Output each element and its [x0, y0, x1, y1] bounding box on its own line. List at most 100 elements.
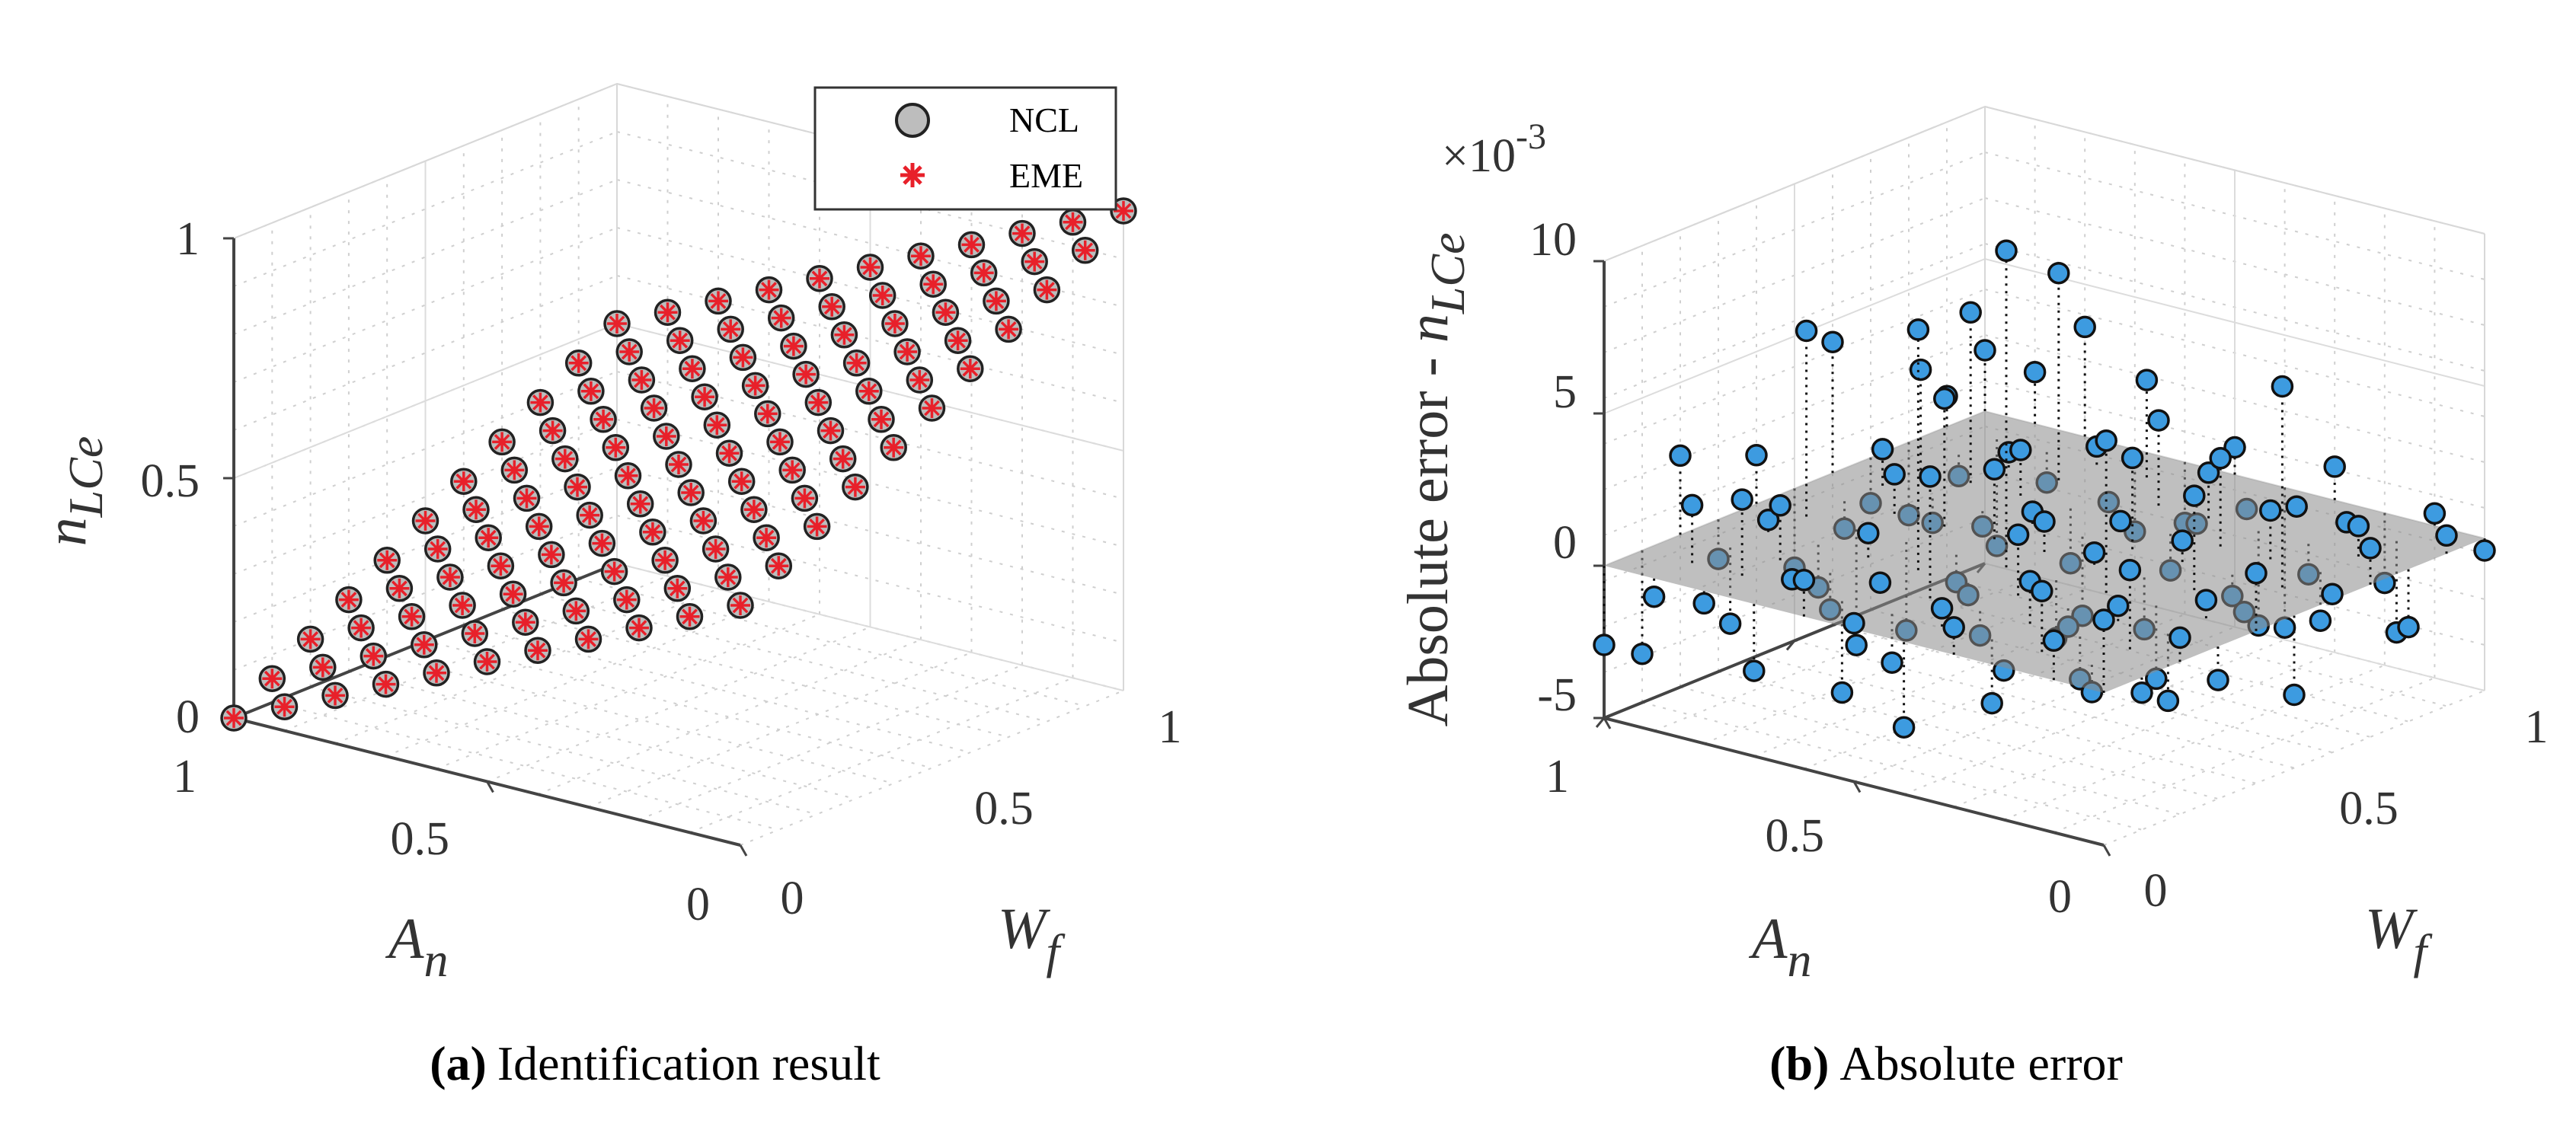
eme-point [833, 448, 853, 469]
error-point [1883, 463, 1906, 486]
eme-point [948, 330, 968, 351]
eme-point [682, 359, 702, 379]
grid-line [616, 179, 1124, 308]
b-z-tick-0: 0 [1553, 517, 1577, 569]
eme-point [960, 359, 980, 379]
eme-point [986, 291, 1006, 311]
error-point [1980, 691, 2003, 715]
eme-point [607, 314, 627, 334]
eme-point [922, 398, 942, 418]
eme-point [515, 612, 535, 633]
eme-point [453, 471, 474, 492]
eme-point [1063, 212, 1083, 232]
eme-point [845, 477, 865, 497]
eme-point [721, 319, 741, 340]
grid-line [1603, 105, 2485, 262]
grid-line [348, 671, 856, 800]
eme-point [884, 437, 904, 458]
error-point [2283, 683, 2306, 707]
grid-line [310, 686, 817, 815]
error-point [2092, 608, 2115, 631]
grid-line [616, 131, 1124, 260]
error-point [2245, 562, 2268, 585]
error-point [2207, 669, 2229, 691]
error-point [1930, 597, 1954, 620]
error-point [2073, 315, 2096, 339]
error-point [2209, 447, 2232, 470]
error-point [2082, 541, 2106, 564]
eme-point [656, 426, 676, 446]
error-point [1692, 592, 1715, 615]
error-point [1731, 488, 1753, 511]
error-point [1995, 239, 2018, 263]
grid-line [540, 593, 1047, 723]
b-z-axis-label: Absolute error - nLCe [1396, 232, 1475, 726]
error-point [2023, 360, 2047, 384]
eme-point [759, 279, 779, 300]
error-point [2047, 261, 2070, 285]
eme-point [681, 483, 702, 503]
grid-line [1680, 686, 2181, 815]
eme-point [325, 685, 345, 706]
svg-text:Absolute error - nLCe: Absolute error - nLCe [1396, 232, 1475, 726]
eme-point [810, 268, 829, 289]
grid-line [616, 275, 1124, 404]
error-point [1843, 611, 1865, 635]
x-tick-mark [486, 780, 494, 793]
eme-point [593, 409, 614, 429]
error-point [2156, 689, 2180, 713]
eme-point [757, 404, 778, 424]
eme-point [504, 460, 525, 480]
eme-point [961, 235, 982, 255]
b-z-tick-5: 5 [1553, 366, 1577, 418]
eme-point [427, 662, 446, 683]
grid-line [2053, 677, 2435, 834]
eme-point [911, 246, 931, 266]
a-x-tick-05: 0.5 [974, 783, 1034, 835]
eme-point [719, 443, 740, 464]
eme-point [452, 595, 473, 615]
grid-line [386, 655, 894, 784]
eme-point [629, 618, 649, 638]
y-tick-mark [1595, 717, 1606, 728]
eme-point [695, 387, 715, 407]
legend-ncl-label: NCL [1009, 101, 1079, 139]
eme-point [529, 516, 549, 537]
eme-point [770, 432, 790, 452]
error-point [2423, 502, 2447, 525]
eme-point [554, 573, 574, 593]
eme-point [644, 398, 664, 418]
b-z-tick-m5: -5 [1537, 669, 1577, 721]
eme-point [389, 578, 410, 598]
eme-point [872, 286, 893, 305]
eme-point [1037, 279, 1057, 300]
eme-point [631, 370, 652, 390]
eme-point [568, 353, 589, 373]
eme-point [655, 550, 676, 570]
eme-point [503, 584, 523, 605]
eme-point [224, 708, 244, 728]
eme-point [693, 511, 714, 531]
eme-point [516, 488, 537, 509]
eme-point [618, 465, 638, 486]
eme-point [909, 370, 930, 390]
eme-point [338, 589, 359, 610]
error-point [1933, 387, 1956, 410]
error-point [2118, 558, 2142, 582]
eme-point [667, 578, 688, 598]
box-edge [1984, 106, 2485, 235]
error-point [2285, 495, 2308, 518]
error-point [2121, 446, 2144, 470]
error-point [2347, 515, 2370, 538]
eme-point [796, 364, 817, 385]
error-point [2031, 579, 2053, 603]
eme-point [606, 437, 626, 458]
eme-point [262, 669, 283, 689]
eme-point [807, 516, 827, 537]
eme-point [580, 505, 600, 525]
error-point [2271, 375, 2294, 398]
a-legend: NCL EME [813, 86, 1117, 211]
eme-point [1024, 251, 1045, 272]
grid-line [1794, 640, 2295, 769]
b-x-tick-1: 1 [2525, 701, 2549, 753]
